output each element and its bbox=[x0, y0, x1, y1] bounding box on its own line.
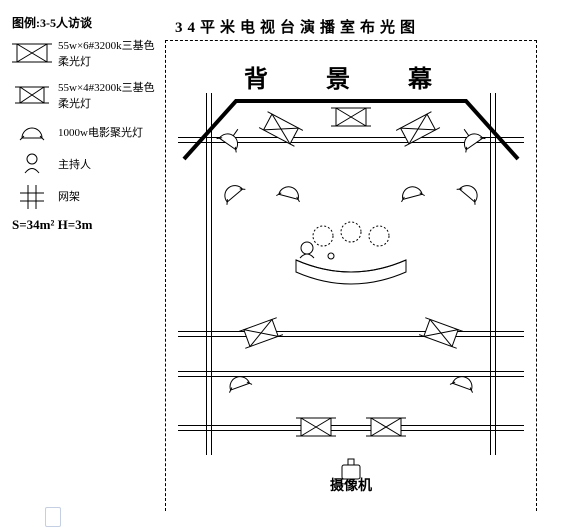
legend-item-big-soft: 55w×6#3200k三基色柔光灯 bbox=[12, 37, 162, 69]
node-big-soft bbox=[326, 97, 376, 137]
legend-label: 55w×6#3200k三基色柔光灯 bbox=[58, 37, 162, 69]
node-big-soft bbox=[291, 407, 341, 447]
node-spot bbox=[265, 171, 315, 211]
legend-item-host: 主持人 bbox=[12, 153, 162, 175]
node-spot bbox=[213, 361, 263, 401]
legend-item-grid: 网架 bbox=[12, 185, 162, 207]
legend-label: 主持人 bbox=[58, 156, 91, 172]
page-title: 34平米电视台演播室布光图 bbox=[175, 16, 515, 37]
node-camera bbox=[326, 447, 376, 487]
node-big-soft bbox=[256, 109, 306, 149]
node-spot2 bbox=[206, 119, 256, 159]
node-big-soft bbox=[236, 313, 286, 353]
small-soft-icon bbox=[12, 84, 52, 106]
legend-item-spot: 1000w电影聚光灯 bbox=[12, 121, 162, 143]
node-spot2 bbox=[446, 119, 496, 159]
stage: 背 景 幕 摄像机 bbox=[165, 40, 537, 511]
node-spot bbox=[439, 361, 489, 401]
grid-icon bbox=[12, 185, 52, 207]
legend: 图例:3-5人访谈 55w×6#3200k三基色柔光灯 55w×4#3200k三… bbox=[12, 14, 162, 233]
rail-horizontal bbox=[178, 331, 524, 337]
legend-header: 图例:3-5人访谈 bbox=[12, 14, 162, 31]
page: 34平米电视台演播室布光图 图例:3-5人访谈 55w×6#3200k三基色柔光… bbox=[0, 0, 567, 531]
rail-horizontal bbox=[178, 425, 524, 431]
legend-label: 网架 bbox=[58, 188, 80, 204]
node-desk bbox=[281, 221, 421, 311]
legend-label: 1000w电影聚光灯 bbox=[58, 124, 143, 140]
doc-icon bbox=[45, 507, 61, 527]
dims: S=34m² H=3m bbox=[12, 217, 162, 233]
node-spot bbox=[446, 171, 496, 211]
node-spot bbox=[386, 171, 436, 211]
node-big-soft bbox=[361, 407, 411, 447]
node-big-soft bbox=[416, 313, 466, 353]
spot-icon bbox=[12, 121, 52, 143]
host-icon bbox=[12, 153, 52, 175]
big-soft-icon bbox=[12, 42, 52, 64]
legend-label: 55w×4#3200k三基色柔光灯 bbox=[58, 79, 162, 111]
node-big-soft bbox=[393, 109, 443, 149]
node-spot bbox=[206, 171, 256, 211]
legend-item-small-soft: 55w×4#3200k三基色柔光灯 bbox=[12, 79, 162, 111]
